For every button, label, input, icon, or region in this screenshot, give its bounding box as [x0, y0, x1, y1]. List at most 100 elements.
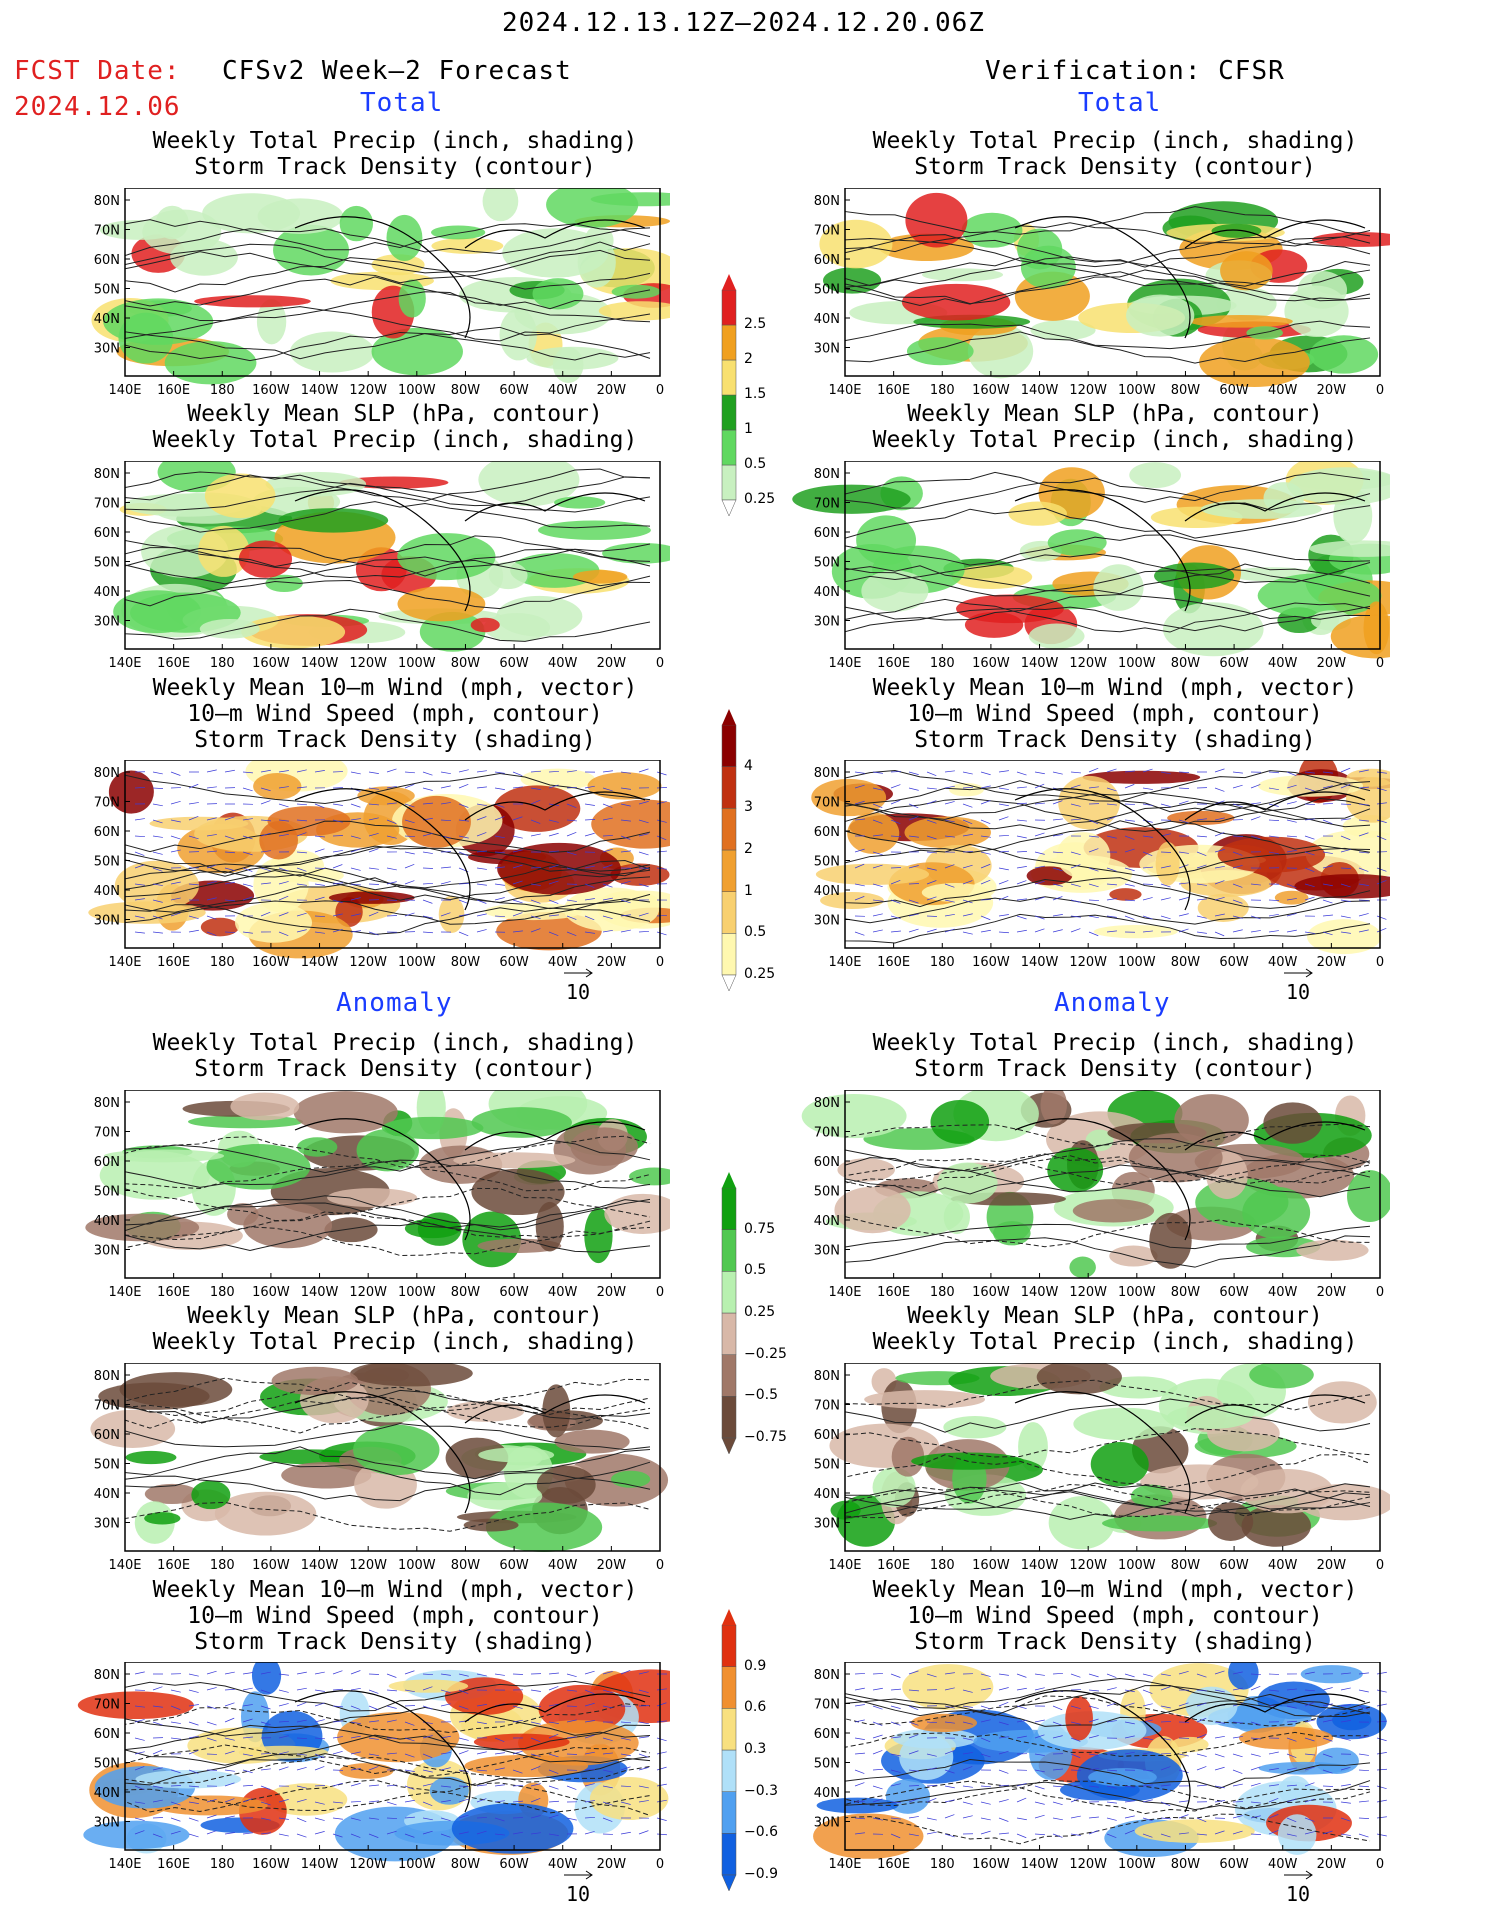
wind-vector — [602, 835, 614, 837]
wind-vector — [1358, 929, 1369, 933]
lon-label: 40W — [1268, 1558, 1298, 1573]
wind-vector — [1142, 866, 1153, 869]
lon-label: 60W — [499, 1857, 529, 1872]
date-range: 2024.12.13.12Z—2024.12.20.06Z — [502, 8, 985, 38]
lat-label: 40N — [814, 312, 840, 327]
wind-vector — [224, 769, 235, 773]
panel-title-line: Weekly Total Precip (inch, shading) — [152, 128, 638, 154]
wind-vector — [1196, 883, 1207, 886]
wind-vector — [548, 1833, 559, 1836]
shading-blob — [602, 542, 670, 564]
lon-label: 160E — [877, 1558, 910, 1573]
wind-vector — [944, 899, 955, 903]
wind-vector — [980, 1688, 991, 1691]
wind-vector — [1088, 1689, 1099, 1692]
wind-vector — [944, 819, 955, 823]
shading-blob — [901, 283, 1011, 321]
coastline — [294, 1118, 646, 1241]
colorbar-swatch — [721, 324, 737, 361]
colorbar-label: 2 — [744, 351, 753, 367]
wind-vector — [206, 786, 217, 789]
section-anomaly-right: Anomaly — [1054, 988, 1171, 1018]
contour-line — [844, 257, 1371, 288]
wind-vector — [476, 1798, 487, 1803]
wind-vector — [548, 1753, 559, 1758]
wind-vector — [332, 850, 343, 853]
wind-vector — [1160, 1686, 1171, 1691]
colorbar-label: 0.5 — [744, 1262, 767, 1279]
colorbar-label: 1 — [744, 421, 753, 437]
wind-vector — [656, 1783, 667, 1787]
contour-line — [124, 1377, 651, 1411]
wind-vector — [530, 1798, 541, 1803]
wind-vector — [1196, 1702, 1207, 1707]
wind-vector — [440, 912, 451, 917]
wind-vector — [584, 1670, 595, 1675]
wind-vector — [1142, 835, 1153, 838]
shading-blob — [836, 1495, 896, 1547]
wind-vector — [620, 880, 631, 885]
wind-vector — [566, 787, 578, 789]
wind-vector — [530, 787, 541, 790]
wind-vector — [872, 1721, 883, 1726]
lon-label: 120W — [1069, 656, 1107, 671]
wind-vector — [1340, 867, 1352, 870]
colorbar-swatch — [721, 933, 737, 976]
wind-vector — [278, 1689, 289, 1693]
wind-vector — [1142, 930, 1153, 933]
coastline — [1014, 1118, 1366, 1241]
shading-blob — [904, 816, 992, 849]
wind-vector — [458, 1769, 469, 1773]
wind-vector — [386, 1784, 397, 1787]
lon-label: 20W — [597, 1558, 627, 1573]
wind-vector — [242, 931, 253, 934]
lat-label: 70N — [94, 1399, 120, 1414]
wind-vector — [296, 819, 307, 822]
shading-blob — [1167, 1405, 1253, 1430]
wind-vector — [512, 1719, 523, 1723]
shading-blob — [485, 1502, 603, 1552]
wind-vector — [1196, 931, 1207, 934]
wind-vector — [440, 1817, 451, 1821]
wind-vector — [134, 1719, 145, 1723]
lon-label: 140E — [828, 383, 861, 398]
panel-title-line: Weekly Total Precip (inch, shading) — [152, 1329, 638, 1355]
wind-vector — [260, 911, 271, 917]
wind-vector — [494, 1833, 505, 1836]
lon-label: 60W — [1219, 1285, 1249, 1300]
wind-vector — [314, 770, 325, 773]
wind-vector — [1106, 930, 1117, 933]
wind-vector — [350, 930, 361, 933]
wind-vector — [854, 863, 865, 869]
wind-vector — [296, 883, 307, 886]
colorbar-swatch — [721, 724, 737, 767]
wind-vector — [1268, 1768, 1279, 1771]
wind-vector — [998, 1673, 1009, 1676]
wind-vector — [260, 819, 271, 822]
wind-vector — [1142, 1673, 1153, 1677]
lat-label: 70N — [814, 224, 840, 239]
lat-label: 30N — [94, 342, 120, 357]
wind-vector — [404, 819, 415, 824]
wind-vector — [1142, 768, 1153, 773]
lon-label: 100W — [1118, 383, 1156, 398]
wind-vector — [1250, 1815, 1261, 1819]
wind-vector — [620, 929, 631, 933]
wind-vector — [944, 1814, 955, 1819]
section-total-left: Total — [360, 88, 444, 118]
wind-vector — [440, 1833, 451, 1838]
wind-vector — [296, 1766, 307, 1771]
lat-label: 30N — [814, 1517, 840, 1532]
colorbar-swatch — [721, 429, 737, 466]
contour-line — [124, 547, 651, 578]
contour-line — [124, 1756, 651, 1784]
lon-label: 0 — [656, 1558, 664, 1573]
wind-vector — [908, 1785, 920, 1787]
wind-vector — [1034, 771, 1045, 775]
lat-label: 50N — [814, 855, 840, 870]
wind-vector — [1106, 1785, 1117, 1789]
lon-label: 40W — [548, 383, 578, 398]
wind-vector — [998, 895, 1009, 901]
